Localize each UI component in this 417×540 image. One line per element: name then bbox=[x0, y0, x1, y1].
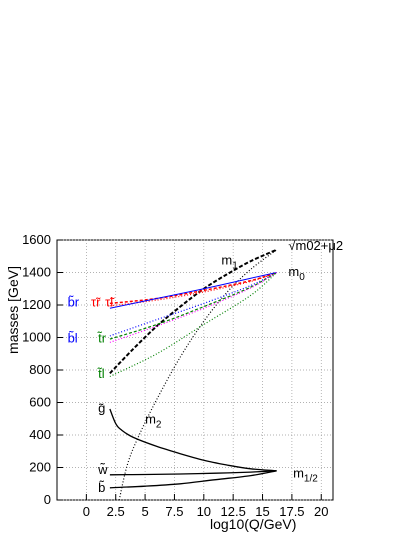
series-m1 bbox=[109, 248, 277, 374]
y-tick-label: 400 bbox=[29, 427, 51, 442]
annotation: b̃l bbox=[68, 330, 78, 345]
y-tick-label: 1600 bbox=[22, 232, 51, 247]
annotation: m1 bbox=[221, 252, 238, 271]
x-tick-label: 0 bbox=[83, 504, 90, 519]
series-b-l bbox=[109, 271, 277, 337]
y-tick-label: 0 bbox=[44, 492, 51, 507]
tick-labels: 0 2.5 5 7.5 10 12.5 15 17.5 20020040060080010001… bbox=[22, 232, 328, 519]
series-bino bbox=[109, 470, 277, 489]
annotation: b̃ bbox=[98, 480, 105, 495]
y-tick-label: 800 bbox=[29, 362, 51, 377]
annotation: t̃l bbox=[97, 366, 105, 381]
y-axis-label: masses [GeV] bbox=[5, 266, 21, 354]
grid-lines bbox=[57, 239, 333, 501]
series-wino bbox=[109, 470, 277, 476]
series-gluino bbox=[109, 408, 277, 472]
y-tick-label: 1200 bbox=[22, 297, 51, 312]
annotation: g̃ bbox=[98, 400, 105, 415]
y-tick-label: 600 bbox=[29, 395, 51, 410]
y-tick-label: 200 bbox=[29, 460, 51, 475]
annotation: τ̃r bbox=[91, 295, 101, 310]
annotation: w̃ bbox=[97, 462, 108, 477]
series-lines bbox=[109, 248, 277, 501]
x-tick-label: 12.5 bbox=[221, 504, 246, 519]
x-tick-label: 10 bbox=[197, 504, 211, 519]
x-tick-label: 20 bbox=[314, 504, 328, 519]
series-tau-r bbox=[109, 271, 277, 307]
x-axis-label: log10(Q/GeV) bbox=[210, 516, 296, 532]
annotation: m2 bbox=[145, 412, 162, 431]
series-m2 bbox=[118, 249, 277, 501]
y-tick-label: 1400 bbox=[22, 265, 51, 280]
annotation: √m02+μ2 bbox=[288, 238, 343, 253]
y-tick-label: 1000 bbox=[22, 330, 51, 345]
x-tick-label: 2.5 bbox=[107, 504, 125, 519]
annotation: t̃r bbox=[97, 330, 107, 345]
annotation: m1/2 bbox=[293, 465, 318, 484]
series-t-l-red bbox=[109, 271, 277, 343]
annotations: m1 m0 √m02+μ2 m2 m1/2 g̃ w̃ b̃ b̃r τ̃r τ̃l b̃l t̃r t̃… bbox=[68, 238, 344, 495]
x-tick-label: 15 bbox=[255, 504, 269, 519]
series-b-r bbox=[109, 272, 277, 309]
annotation: m0 bbox=[288, 264, 305, 283]
annotation: τ̃l bbox=[105, 295, 115, 310]
x-tick-label: 7.5 bbox=[165, 504, 183, 519]
annotation: b̃r bbox=[68, 294, 80, 309]
x-tick-label: 5 bbox=[141, 504, 148, 519]
x-tick-label: 17.5 bbox=[279, 504, 304, 519]
